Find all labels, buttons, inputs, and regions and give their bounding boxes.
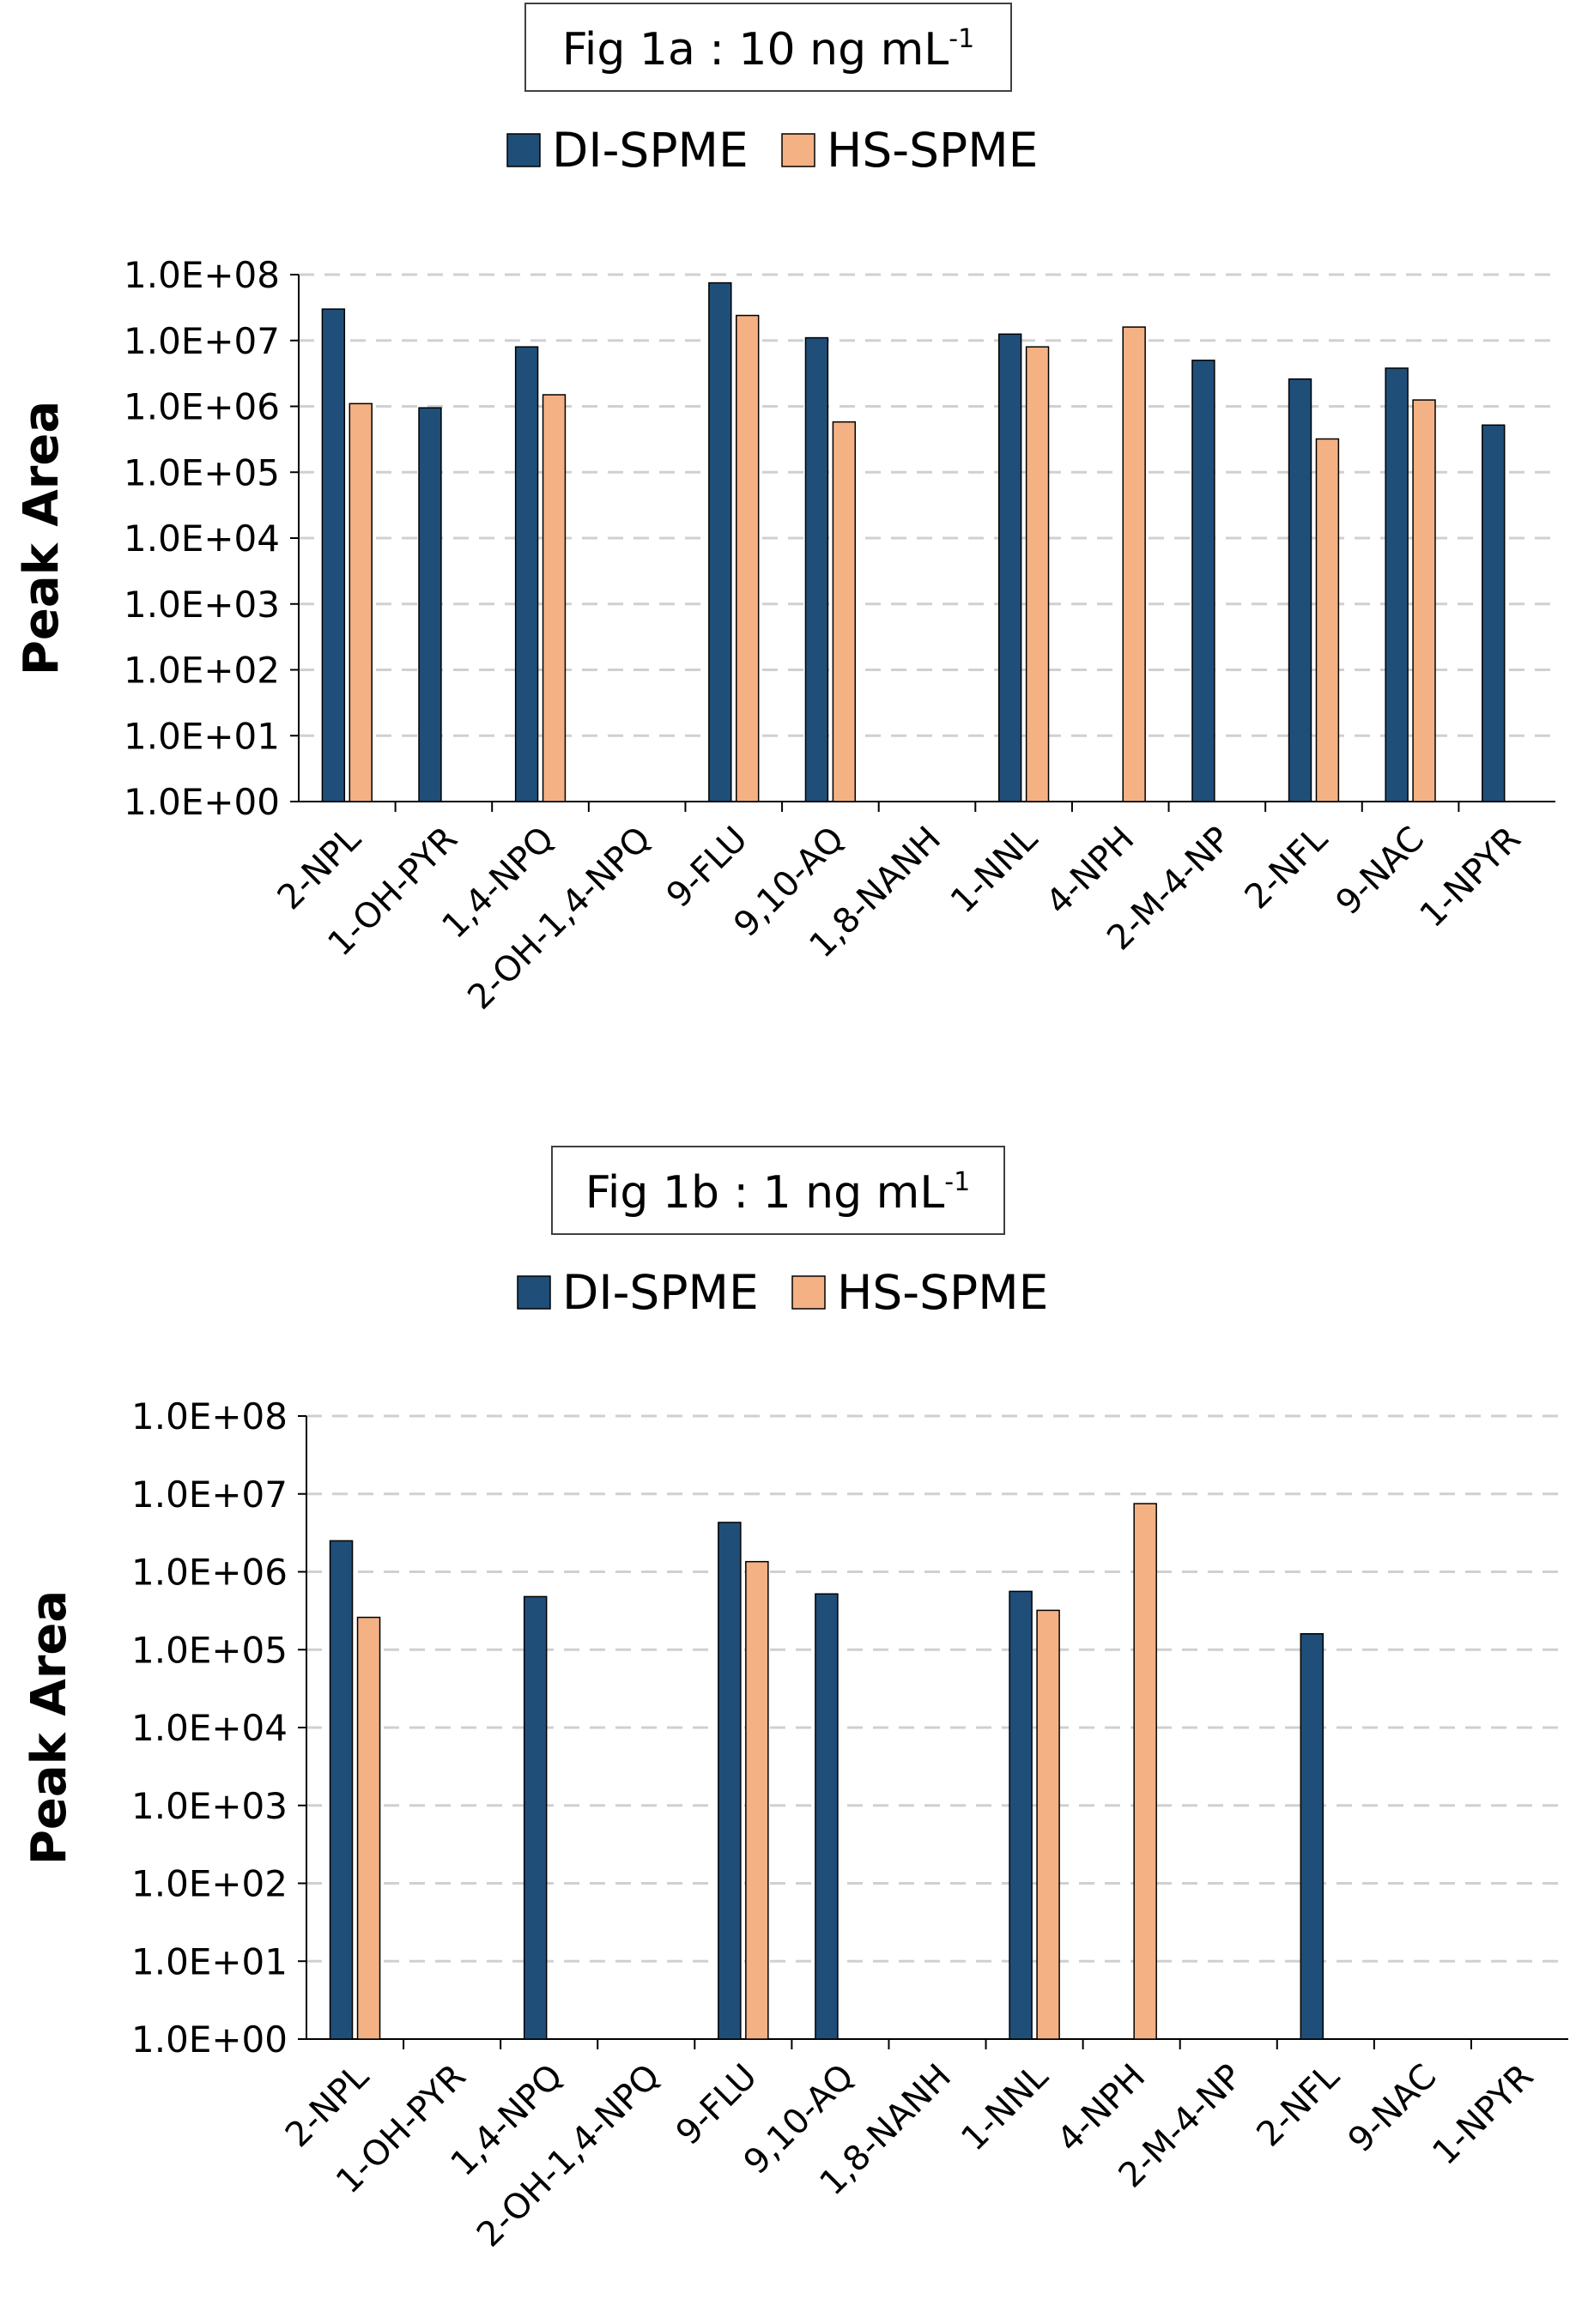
y-axis-label: Peak Area [14,401,70,675]
y-tick-label: 1.0E+06 [124,386,280,428]
bar-di-spme-9-10-aq [815,1593,839,2040]
y-tick-label: 1.0E+02 [124,650,280,692]
bar-hs-spme-4-nph [1133,1503,1157,2040]
y-tick-label: 1.0E+00 [131,2018,288,2061]
chart-title: Fig 1a : 10 ng mL-1 [562,24,974,76]
bar-di-spme-2-nfl [1288,378,1312,802]
y-axis-label: Peak Area [21,1590,77,1865]
legend-label-hs-spme: HS-SPME [837,1265,1048,1320]
bar-hs-spme-1-nnl [1025,346,1050,802]
y-tick-label: 1.0E+01 [124,715,280,757]
bar-di-spme-1-oh-pyr [418,407,442,802]
bar-di-spme-1-nnl [997,333,1022,802]
chart-title-box [524,3,1012,92]
bar-hs-spme-2-npl [349,402,373,802]
y-tick-label: 1.0E+04 [124,517,280,560]
legend-swatch-di-spme [506,133,541,167]
legend-label-di-spme: DI-SPME [562,1265,759,1320]
bar-di-spme-2-npl [321,308,346,802]
x-tick-label: 1-NPYR [1425,2057,1541,2173]
y-tick-label: 1.0E+07 [124,320,280,362]
legend-swatch-hs-spme [781,133,815,167]
chart-title: Fig 1b : 1 ng mL-1 [585,1167,970,1219]
legend-label-hs-spme: HS-SPME [827,123,1038,178]
x-tick-label: 2-NFL [1249,2056,1347,2154]
bar-hs-spme-1-nnl [1036,1609,1060,2040]
y-tick-label: 1.0E+03 [131,1785,288,1827]
bar-hs-spme-1-4-npq [542,394,567,802]
legend-label-di-spme: DI-SPME [552,123,749,178]
bar-hs-spme-2-nfl [1315,438,1340,802]
bar-di-spme-2-npl [329,1540,354,2040]
bar-hs-spme-9-flu [736,314,760,802]
bar-hs-spme-9-flu [745,1560,769,2040]
y-tick-label: 1.0E+01 [131,1940,288,1982]
x-tick-label: 1-NNL [954,2056,1056,2158]
bar-hs-spme-9-10-aq [832,421,857,802]
bar-di-spme-2-m-4-np [1191,360,1215,802]
bar-di-spme-9-10-aq [804,336,829,802]
bar-di-spme-2-nfl [1300,1632,1324,2040]
y-tick-label: 1.0E+07 [131,1474,288,1516]
x-tick-label: 2-NFL [1238,819,1336,917]
x-tick-label: 9-FLU [659,820,755,916]
bar-di-spme-1-4-npq [514,346,539,802]
bar-hs-spme-2-npl [356,1616,381,2040]
bar-di-spme-1-npyr [1482,424,1506,802]
y-tick-label: 1.0E+02 [131,1863,288,1905]
x-tick-label: 9-FLU [669,2057,765,2153]
legend: DI-SPME HS-SPME [506,123,1038,178]
y-tick-label: 1.0E+03 [124,584,280,626]
bar-di-spme-9-nac [1385,367,1409,802]
chart-title-box [551,1146,1005,1235]
bar-hs-spme-9-nac [1412,399,1436,802]
legend: DI-SPME HS-SPME [517,1265,1048,1320]
bar-di-spme-9-flu [708,281,732,802]
legend-swatch-hs-spme [791,1275,826,1310]
y-tick-label: 1.0E+05 [124,451,280,493]
legend-swatch-di-spme [517,1275,551,1310]
bar-hs-spme-4-nph [1122,326,1146,802]
y-tick-label: 1.0E+08 [124,254,280,296]
bar-di-spme-1-4-npq [523,1595,548,2040]
y-tick-label: 1.0E+06 [131,1552,288,1594]
x-tick-label: 1-NNL [943,819,1046,921]
y-tick-label: 1.0E+04 [131,1707,288,1749]
chart-fig-1a: Fig 1a : 10 ng mL-1 DI-SPME HS-SPME 1.0E+00… [14,3,1555,1017]
y-tick-label: 1.0E+00 [124,781,280,823]
chart-fig-1b: Fig 1b : 1 ng mL-1 DI-SPME HS-SPME 1.0E+00 1… [21,1146,1568,2254]
y-tick-label: 1.0E+08 [131,1395,288,1437]
bar-di-spme-9-flu [718,1522,742,2040]
x-tick-label: 1-NPYR [1413,820,1529,935]
y-tick-label: 1.0E+05 [131,1629,288,1671]
bar-di-spme-1-nnl [1009,1590,1033,2040]
